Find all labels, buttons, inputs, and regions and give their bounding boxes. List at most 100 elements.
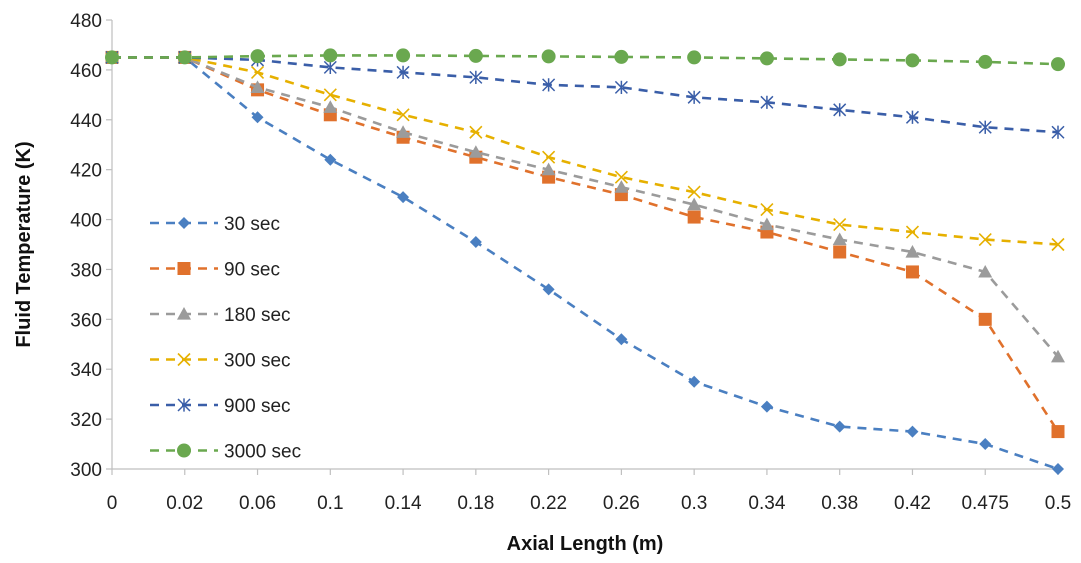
legend-label: 90 sec (224, 260, 280, 281)
data-point (541, 162, 556, 176)
data-point (978, 264, 993, 278)
legend-marker (177, 443, 191, 458)
y-tick-label: 380 (70, 260, 102, 281)
data-point (541, 49, 556, 64)
legend-item: 3000 sec (150, 442, 301, 463)
data-point (468, 145, 483, 158)
x-tick-label: 0.5 (1045, 493, 1071, 514)
x-tick-label: 0.42 (894, 493, 931, 514)
legend-item: 900 sec (150, 396, 291, 417)
data-point (396, 108, 410, 122)
data-point (250, 49, 265, 64)
data-point (978, 232, 992, 247)
y-axis-title: Fluid Temperature (K) (13, 141, 35, 347)
series-line (112, 56, 1060, 433)
series-6 (105, 48, 1065, 72)
y-tick-label: 360 (70, 310, 102, 331)
data-point (759, 217, 774, 231)
legend-label: 300 sec (224, 351, 291, 372)
data-point (396, 125, 411, 138)
y-tick-label: 480 (70, 11, 102, 32)
data-point (833, 103, 847, 117)
legend-label: 30 sec (224, 214, 280, 235)
data-point (978, 120, 992, 134)
y-tick-label: 340 (70, 360, 102, 381)
data-point (324, 153, 337, 166)
data-point (250, 80, 265, 93)
data-point (833, 217, 847, 232)
axes (111, 20, 1058, 470)
data-point (1051, 349, 1065, 363)
data-point (469, 125, 483, 139)
data-point (542, 78, 556, 92)
legend-marker (177, 307, 191, 320)
data-point (542, 283, 555, 296)
y-tick-label: 400 (70, 211, 102, 232)
data-point (1051, 57, 1065, 72)
data-point (833, 420, 846, 433)
data-point (469, 70, 483, 84)
data-point (468, 48, 483, 63)
data-point (105, 50, 119, 65)
data-point (906, 425, 919, 438)
data-point (1051, 425, 1065, 439)
data-point (323, 88, 337, 102)
x-tick-label: 0.34 (748, 493, 785, 514)
data-point (396, 65, 410, 79)
y-tick-label: 420 (70, 161, 102, 182)
data-point (251, 111, 264, 124)
data-point (905, 225, 920, 239)
y-tick-group: 300 320 340 360 380 400 420 440 460 480 (70, 11, 112, 481)
data-point (1052, 463, 1064, 475)
data-point (832, 232, 847, 246)
legend: 30 sec 90 sec 180 sec 300 sec 900 sec 3000 se… (150, 214, 301, 463)
y-tick-label: 320 (70, 410, 102, 431)
data-point (687, 210, 701, 224)
data-point (833, 245, 847, 259)
legend-label: 180 sec (224, 305, 291, 326)
legend-item: 180 sec (150, 305, 291, 326)
y-tick-label: 300 (70, 460, 102, 481)
series-line (112, 56, 1059, 134)
series-line (112, 54, 1059, 66)
series-line (112, 56, 1059, 246)
legend-marker (178, 217, 190, 229)
data-point (760, 95, 774, 109)
x-tick-label: 0.3 (681, 493, 707, 514)
data-point (250, 65, 265, 79)
legend-label: 900 sec (224, 396, 291, 417)
data-point (614, 80, 628, 94)
x-tick-label: 0.1 (317, 493, 343, 514)
x-tick-label: 0.475 (961, 493, 1009, 514)
data-point (542, 150, 556, 164)
y-tick-label: 440 (70, 111, 102, 132)
data-point (760, 203, 774, 217)
x-tick-label: 0.18 (457, 493, 494, 514)
data-point (614, 170, 628, 184)
data-point (323, 48, 338, 63)
data-point (687, 50, 702, 65)
data-point (978, 312, 992, 326)
legend-item: 300 sec (150, 351, 291, 372)
data-point (978, 54, 993, 69)
data-point (323, 60, 337, 74)
data-point (469, 236, 482, 249)
data-point (1051, 125, 1065, 139)
x-tick-label: 0.38 (821, 493, 858, 514)
series-line (112, 56, 1059, 358)
legend-label: 3000 sec (224, 442, 301, 463)
data-point (177, 50, 192, 65)
x-tick-group: 0 0.02 0.06 0.1 0.14 0.18 0.22 0.26 0.3 0.34 0.38 0… (107, 469, 1071, 514)
data-point (905, 244, 920, 258)
x-axis-title: Axial Length (m) (507, 533, 664, 555)
data-point (760, 400, 773, 413)
data-point (832, 52, 847, 67)
x-tick-label: 0.22 (530, 493, 567, 514)
data-point (396, 48, 411, 63)
data-point (687, 185, 701, 199)
series-line (112, 56, 1059, 471)
series-2 (105, 50, 1065, 439)
legend-item: 90 sec (150, 260, 280, 281)
legend-marker (177, 398, 191, 412)
